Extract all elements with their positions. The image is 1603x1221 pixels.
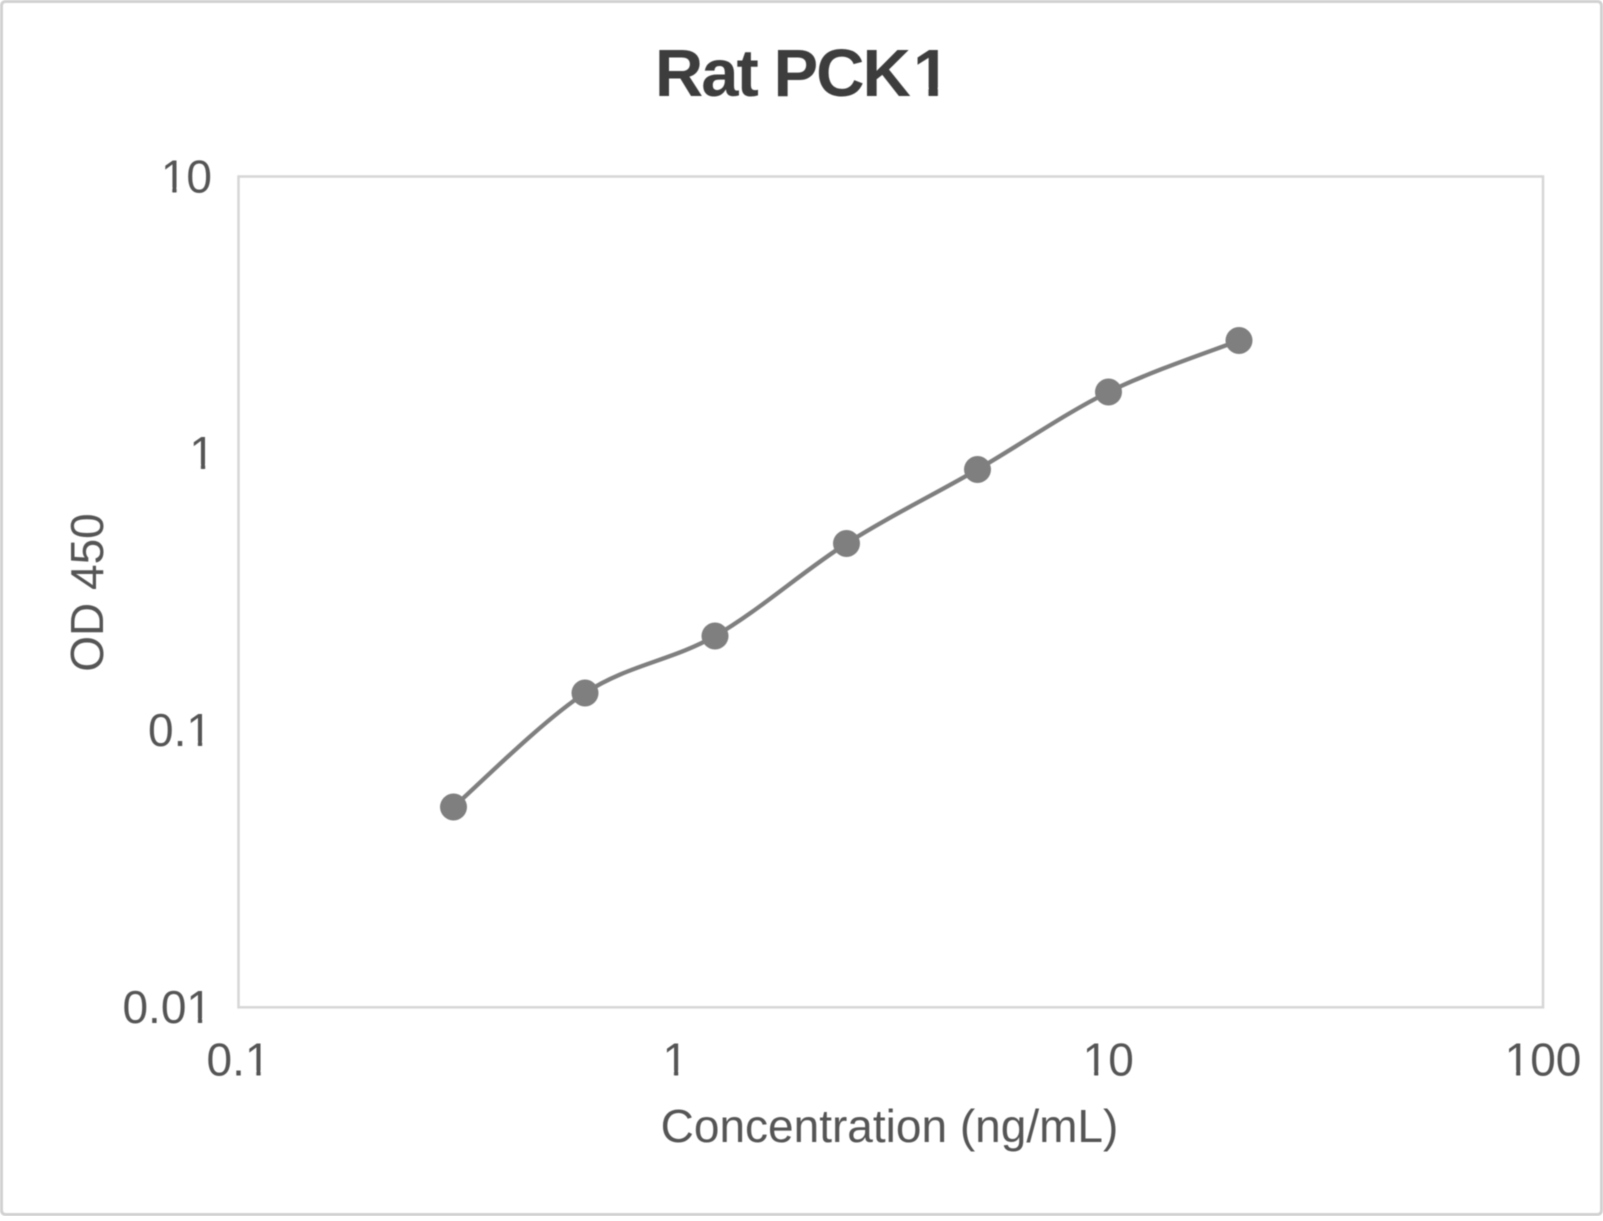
svg-text:10: 10 [1083,1034,1134,1086]
svg-text:0.01: 0.01 [122,981,212,1033]
svg-text:10: 10 [161,150,212,202]
svg-text:OD 450: OD 450 [61,513,113,672]
svg-text:1: 1 [663,1034,689,1086]
svg-text:Concentration (ng/mL): Concentration (ng/mL) [661,1100,1119,1152]
svg-text:0.1: 0.1 [148,704,212,756]
svg-text:Rat PCK: Rat PCK [655,36,911,111]
svg-text:1: 1 [189,427,215,479]
svg-text:0.1: 0.1 [207,1034,271,1086]
svg-text:100: 100 [1505,1034,1582,1086]
svg-text:1: 1 [913,36,950,111]
